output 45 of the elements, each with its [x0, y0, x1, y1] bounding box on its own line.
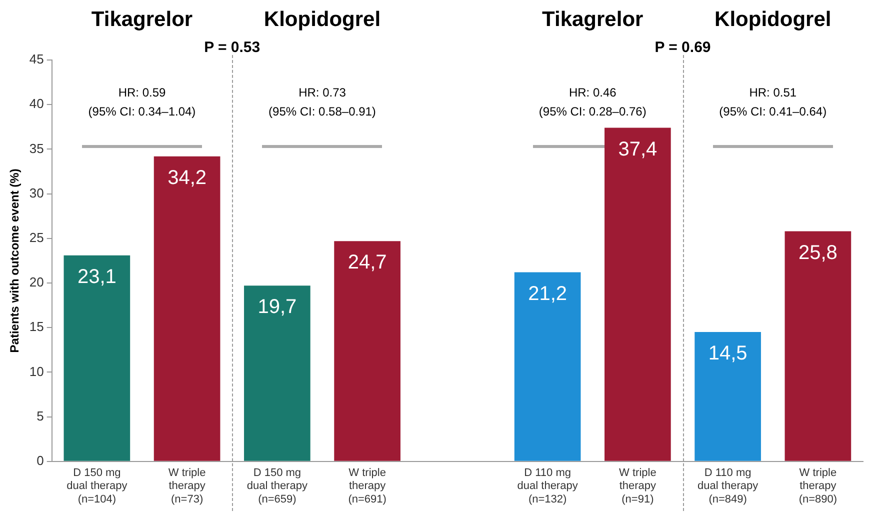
text: Klopidogrel [264, 8, 381, 31]
y-tick-label: 5 [36, 408, 44, 424]
y-axis-title: Patients with outcome event (%) [8, 168, 22, 353]
y-tick-label: 20 [29, 274, 44, 290]
y-tick-label: 15 [29, 319, 44, 334]
text: P = 0.69 [654, 39, 711, 56]
x-tick-label: D 150 mg dual therapy (n=104) [66, 467, 128, 506]
bar [154, 156, 220, 461]
data-label: 34,2 [168, 166, 207, 189]
text: Tikagrelor [542, 8, 644, 31]
data-label: 23,1 [77, 266, 116, 288]
bar [784, 231, 852, 461]
x-tick-label: W triple therapy (n=890) [798, 467, 838, 506]
text: Tikagrelor [91, 8, 193, 31]
y-tick-label: 0 [36, 452, 44, 468]
y-tick-label: 30 [29, 185, 44, 200]
y-tick-label: 10 [29, 364, 44, 379]
bar [694, 332, 761, 461]
data-label: 37,4 [618, 138, 658, 160]
x-tick-label: W triple therapy (n=91) [619, 467, 657, 506]
x-tick-label: W triple therapy (n=691) [348, 467, 386, 506]
y-tick-label: 25 [29, 230, 44, 245]
x-tick-label: D 150 mg dual therapy (n=659) [246, 467, 308, 506]
x-tick-label: D 110 mg dual therapy (n=132) [517, 467, 578, 506]
annotation: HR: 0.46 (95% CI: 0.28–0.76) [538, 85, 646, 118]
y-tick-label: 45 [29, 52, 44, 67]
data-label: 25,8 [798, 242, 838, 264]
text: P = 0.53 [204, 39, 260, 56]
data-label: 19,7 [258, 296, 297, 318]
x-tick-label: W triple therapy (n=73) [168, 467, 206, 506]
bar [334, 241, 400, 461]
bar [514, 272, 581, 461]
data-label: 14,5 [708, 342, 748, 365]
annotation: HR: 0.73 (95% CI: 0.58–0.91) [268, 85, 376, 118]
bar [604, 128, 671, 461]
annotation: HR: 0.51 (95% CI: 0.41–0.64) [719, 85, 827, 118]
bar [64, 255, 130, 461]
y-tick-label: 40 [29, 96, 44, 112]
y-tick-label: 35 [29, 140, 44, 156]
data-label: 24,7 [348, 252, 387, 274]
x-tick-label: D 110 mg dual therapy (n=849) [698, 467, 759, 506]
bar [244, 286, 310, 461]
data-label: 21,2 [528, 282, 568, 305]
annotation: HR: 0.59 (95% CI: 0.34–1.04) [88, 85, 196, 118]
text: Klopidogrel [714, 8, 832, 31]
